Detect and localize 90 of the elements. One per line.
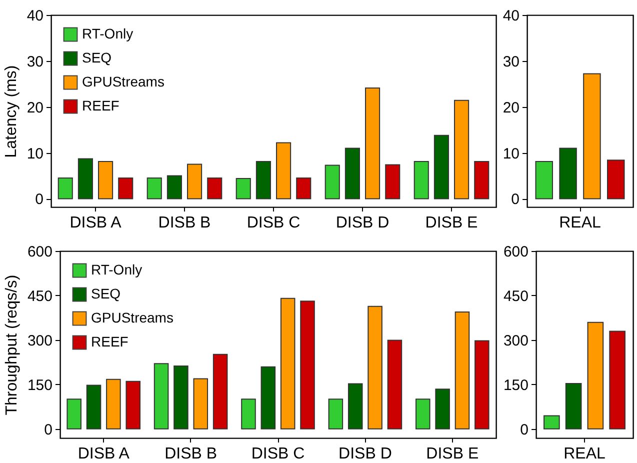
bar xyxy=(174,365,188,430)
bar xyxy=(241,398,256,430)
bar xyxy=(154,363,169,430)
bar xyxy=(276,142,292,200)
y-tick-label: 450 xyxy=(503,288,528,305)
bar xyxy=(166,175,182,200)
bar xyxy=(324,164,340,200)
x-tick-label: DISB C xyxy=(246,214,300,232)
legend-label: SEQ xyxy=(82,50,112,66)
y-tick-label: 0 xyxy=(35,191,44,208)
y-axis-title: Latency (ms) xyxy=(2,65,20,158)
legend-label: REEF xyxy=(82,98,120,114)
bar xyxy=(565,382,582,430)
bar xyxy=(535,161,553,200)
y-tick-label: 450 xyxy=(27,288,52,305)
y-tick-label: 0 xyxy=(44,421,52,438)
x-tick-label: REAL xyxy=(564,446,606,462)
bar xyxy=(187,164,202,200)
y-tick-label: 300 xyxy=(503,332,528,350)
bar xyxy=(207,178,222,200)
legend-label: RT-Only xyxy=(91,262,142,278)
bar xyxy=(348,383,363,430)
x-tick-label: DISB A xyxy=(70,214,122,232)
bar xyxy=(454,312,470,430)
bar xyxy=(609,330,626,430)
legend-label: GPUStreams xyxy=(91,310,174,326)
bar xyxy=(607,160,625,200)
bar xyxy=(454,100,470,200)
y-tick-label: 40 xyxy=(502,8,520,24)
y-axis-title: Throughput (reqs/s) xyxy=(3,274,20,416)
bar xyxy=(256,161,271,200)
y-tick-label: 150 xyxy=(27,376,52,394)
bar xyxy=(416,398,430,430)
bar xyxy=(365,88,380,200)
x-tick-label: DISB B xyxy=(164,446,218,462)
bar xyxy=(474,161,490,200)
x-tick-label: DISB D xyxy=(338,446,392,462)
x-tick-label: DISB B xyxy=(158,214,211,232)
bar xyxy=(328,398,344,430)
x-tick-label: DISB E xyxy=(426,446,479,462)
bar xyxy=(86,384,102,430)
bar xyxy=(193,378,208,430)
bar xyxy=(587,322,604,430)
y-tick-label: 20 xyxy=(502,99,520,116)
bar xyxy=(387,340,402,430)
y-tick-label: 30 xyxy=(26,53,44,70)
y-tick-label: 40 xyxy=(26,8,44,24)
bar xyxy=(474,340,490,430)
legend-label: GPUStreams xyxy=(82,74,164,90)
bar xyxy=(368,306,382,430)
bar xyxy=(118,178,134,200)
bar xyxy=(544,415,560,430)
bar xyxy=(98,161,114,200)
bar xyxy=(58,178,73,200)
legend-label: REEF xyxy=(91,334,128,350)
bar xyxy=(414,161,429,200)
y-tick-label: 0 xyxy=(520,421,528,438)
bar xyxy=(559,148,577,200)
bar xyxy=(212,354,228,430)
legend-label: RT-Only xyxy=(82,26,134,42)
bar xyxy=(300,300,315,430)
y-tick-label: 600 xyxy=(503,244,528,260)
y-tick-label: 20 xyxy=(26,99,44,116)
bar xyxy=(260,366,276,430)
bar xyxy=(280,298,296,430)
y-tick-label: 600 xyxy=(27,244,52,260)
x-tick-label: REAL xyxy=(559,214,601,232)
bar xyxy=(344,148,360,200)
bar xyxy=(385,164,400,200)
legend-label: SEQ xyxy=(91,286,121,302)
bar xyxy=(66,398,82,430)
x-tick-label: DISB E xyxy=(425,214,478,232)
bar xyxy=(435,388,450,430)
y-tick-label: 10 xyxy=(26,145,44,162)
y-tick-label: 150 xyxy=(503,376,528,394)
x-tick-label: DISB D xyxy=(336,214,390,232)
bar xyxy=(434,134,449,200)
bar xyxy=(78,158,93,200)
bar xyxy=(106,378,121,430)
bar xyxy=(236,178,251,200)
bar xyxy=(583,73,601,200)
x-tick-label: DISB C xyxy=(251,446,305,462)
bar xyxy=(126,380,140,430)
y-tick-label: 300 xyxy=(27,332,52,350)
y-tick-label: 0 xyxy=(511,191,520,208)
bar xyxy=(296,178,312,200)
y-tick-label: 30 xyxy=(502,53,520,70)
y-tick-label: 10 xyxy=(502,145,520,162)
x-tick-label: DISB A xyxy=(78,446,130,462)
bar xyxy=(146,178,162,200)
